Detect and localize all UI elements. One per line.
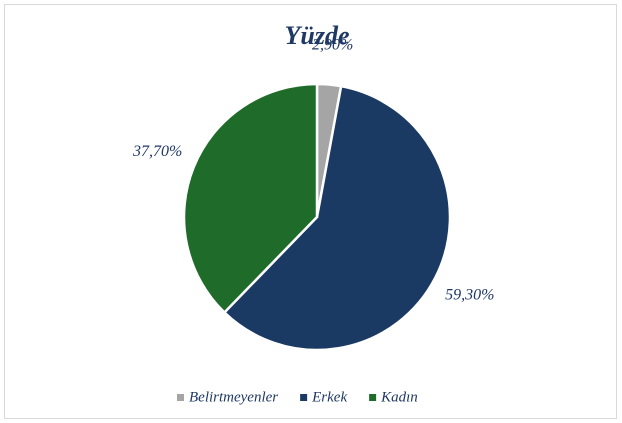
data-label: 59,30% (445, 287, 494, 304)
data-label: 37,70% (132, 143, 182, 160)
legend-label: Belirtmeyenler (189, 389, 278, 405)
data-label: 2,90% (312, 36, 353, 53)
legend-swatch (369, 394, 377, 401)
legend-swatch (300, 394, 308, 401)
chart-title: Yüzde (285, 21, 350, 50)
legend-label: Erkek (311, 389, 347, 405)
legend-label: Kadın (380, 389, 418, 405)
pie-slice (222, 84, 452, 352)
pie-slice (182, 82, 319, 315)
legend-swatch (177, 394, 184, 401)
